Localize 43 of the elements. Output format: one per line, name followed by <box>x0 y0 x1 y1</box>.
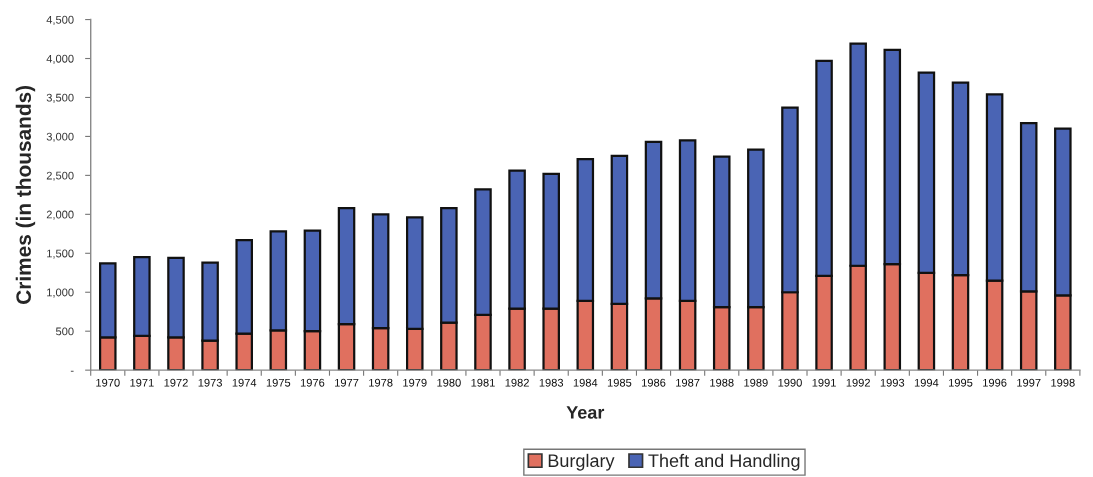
x-tick-label: 1983 <box>539 378 564 387</box>
y-tick-label: 4,500 <box>46 15 74 25</box>
x-tick-label: 1973 <box>198 378 222 387</box>
x-tick-label: 1995 <box>948 378 973 387</box>
x-tick-label: 1978 <box>369 378 393 387</box>
y-tick-label: 1,000 <box>47 288 74 298</box>
legend-label: Burglary <box>548 453 615 471</box>
y-tick-label: 3,000 <box>46 132 74 142</box>
x-tick-label: 1997 <box>1017 378 1041 387</box>
x-axis-title: Year <box>566 406 605 419</box>
x-tick-label: 1985 <box>607 378 632 387</box>
x-tick-label: 1991 <box>812 378 836 387</box>
x-tick-label: 1980 <box>437 378 461 387</box>
y-axis-title: Crimes (in thousands) <box>15 85 36 304</box>
x-tick-label: 1990 <box>778 378 802 387</box>
x-tick-label: 1986 <box>642 378 666 387</box>
x-tick-label: 1981 <box>471 378 495 387</box>
y-tick-label: 2,500 <box>46 171 74 181</box>
x-tick-label: 1998 <box>1051 378 1075 387</box>
x-tick-label: 1984 <box>573 378 598 387</box>
y-tick-label: 2,000 <box>46 210 74 220</box>
x-tick-label: 1970 <box>96 378 120 387</box>
x-tick-label: 1989 <box>744 378 768 387</box>
x-tick-label: 1994 <box>914 378 939 387</box>
x-tick-label: 1996 <box>983 378 1007 387</box>
x-tick-label: 1971 <box>130 378 154 387</box>
x-tick-label: 1987 <box>676 378 700 387</box>
x-tick-label: 1972 <box>164 378 188 387</box>
x-tick-label: 1982 <box>505 378 529 387</box>
y-tick-label: 4,000 <box>46 54 74 64</box>
x-tick-label: 1975 <box>266 378 291 387</box>
y-tick-label: 1,500 <box>47 249 74 259</box>
x-tick-label: 1988 <box>710 378 734 387</box>
y-tick-label: 500 <box>55 327 74 336</box>
x-tick-label: 1977 <box>335 378 359 387</box>
legend-label: Theft and Handling <box>648 453 800 471</box>
y-tick-label: 3,500 <box>46 93 74 103</box>
x-tick-label: 1976 <box>300 378 325 387</box>
x-tick-label: 1974 <box>232 378 257 387</box>
x-tick-label: 1979 <box>403 378 427 387</box>
x-tick-label: 1992 <box>846 378 870 387</box>
x-tick-label: 1993 <box>880 378 905 387</box>
y-tick-label: - <box>70 370 74 372</box>
